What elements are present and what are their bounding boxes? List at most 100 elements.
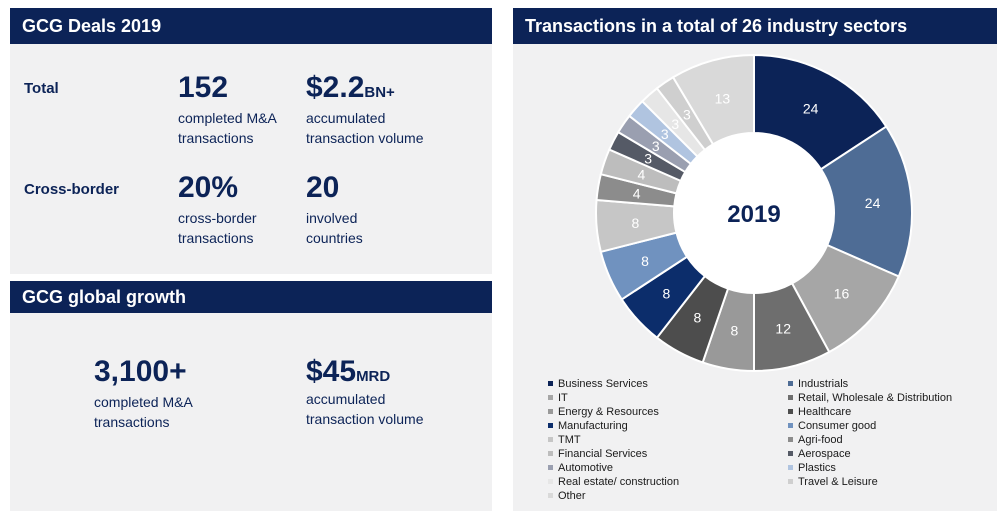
legend-item: Agri-food [788, 433, 843, 447]
legend-swatch [548, 478, 553, 484]
countries-desc-line: involved [306, 210, 358, 226]
slice-value-label: 8 [632, 215, 640, 231]
cross-border-desc: cross-border transactions [178, 208, 257, 248]
countries-count: 20 [306, 171, 340, 204]
legend-label: Financial Services [558, 448, 648, 460]
legend-label: Automotive [558, 462, 614, 474]
legend-swatch [548, 408, 553, 414]
legend-item: Travel & Leisure [788, 475, 878, 489]
legend-label: Real estate/ construction [558, 476, 680, 488]
legend-swatch [788, 408, 793, 414]
cross-border-desc-line: cross-border [178, 210, 257, 226]
total-volume-desc-line: transaction volume [306, 130, 424, 146]
total-volume-value: $2.2 [306, 71, 365, 104]
growth-volume-desc: accumulated transaction volume [306, 389, 424, 429]
legend-swatch [788, 436, 793, 442]
slice-value-label: 4 [633, 185, 641, 201]
slice-value-label: 24 [803, 100, 819, 116]
legend-swatch [548, 492, 553, 498]
slice-value-label: 13 [715, 90, 731, 106]
legend-label: TMT [558, 434, 581, 446]
legend-label: Retail, Wholesale & Distribution [798, 392, 953, 404]
legend-item: Other [548, 489, 586, 503]
legend-swatch [788, 422, 793, 428]
slice-value-label: 3 [683, 107, 691, 123]
legend-swatch [548, 450, 553, 456]
legend-swatch [548, 464, 553, 470]
slice-value-label: 12 [775, 320, 791, 336]
legend-item: IT [548, 391, 568, 405]
legend-swatch [788, 464, 793, 470]
legend-label: Agri-food [798, 434, 843, 446]
legend-label: Plastics [798, 462, 836, 474]
legend-label: Business Services [558, 378, 648, 390]
legend-swatch [548, 394, 553, 400]
legend-item: Energy & Resources [548, 405, 659, 419]
legend-swatch [788, 478, 793, 484]
cross-border-pct: 20% [178, 171, 239, 204]
growth-volume-desc-line: transaction volume [306, 411, 424, 427]
total-label: Total [24, 80, 59, 97]
growth-count-desc-line: transactions [94, 414, 170, 430]
legend-item: Real estate/ construction [548, 475, 679, 489]
growth-panel [10, 281, 492, 511]
growth-count-desc-line: completed M&A [94, 394, 193, 410]
countries-desc: involved countries [306, 208, 363, 248]
slice-value-label: 3 [661, 126, 669, 142]
legend-item: Plastics [788, 461, 836, 475]
legend-item: Business Services [548, 377, 648, 391]
legend-item: Retail, Wholesale & Distribution [788, 391, 952, 405]
total-count: 152 [178, 71, 229, 104]
legend-item: Industrials [788, 377, 848, 391]
chart-legend: Business Services Industrials IT Retail, Wh… [548, 377, 988, 507]
growth-header: GCG global growth [10, 281, 492, 313]
slice-value-label: 8 [663, 286, 671, 302]
legend-label: Energy & Resources [558, 406, 659, 418]
slice-value-label: 24 [865, 195, 881, 211]
legend-item: Aerospace [788, 447, 851, 461]
slice-value-label: 3 [671, 116, 679, 132]
legend-label: Industrials [798, 378, 849, 390]
legend-swatch [548, 436, 553, 442]
donut-center-label: 2019 [727, 201, 780, 228]
legend-item: Manufacturing [548, 419, 628, 433]
slice-value-label: 16 [834, 286, 850, 302]
cross-border-label: Cross-border [24, 181, 120, 198]
legend-item: Healthcare [788, 405, 851, 419]
slice-value-label: 8 [641, 253, 649, 269]
growth-volume-desc-line: accumulated [306, 391, 386, 407]
total-volume-unit: BN+ [364, 84, 395, 101]
legend-swatch [548, 422, 553, 428]
legend-swatch [788, 450, 793, 456]
legend-item: Financial Services [548, 447, 647, 461]
total-count-desc-line: completed M&A [178, 110, 277, 126]
slice-value-label: 8 [731, 322, 739, 338]
total-count-desc: completed M&A transactions [178, 108, 277, 148]
slice-value-label: 3 [644, 151, 652, 167]
legend-item: Automotive [548, 461, 613, 475]
legend-item: Consumer good [788, 419, 876, 433]
legend-swatch [548, 380, 553, 386]
legend-swatch [788, 394, 793, 400]
legend-label: Consumer good [798, 420, 877, 432]
slice-value-label: 3 [652, 138, 660, 154]
total-volume: $2.2BN+ [306, 72, 395, 109]
legend-label: Manufacturing [558, 420, 628, 432]
slice-value-label: 8 [693, 310, 701, 326]
total-volume-desc-line: accumulated [306, 110, 386, 126]
countries-desc-line: countries [306, 230, 363, 246]
growth-count: 3,100+ [94, 355, 187, 388]
legend-label: Healthcare [798, 406, 852, 418]
total-volume-desc: accumulated transaction volume [306, 108, 424, 148]
growth-volume-value: $45 [306, 355, 357, 388]
chart-title: Transactions in a total of 26 industry s… [513, 8, 997, 44]
legend-label: IT [558, 392, 568, 404]
growth-count-desc: completed M&A transactions [94, 392, 193, 432]
growth-volume: $45MRD [306, 356, 390, 393]
legend-label: Aerospace [798, 448, 851, 460]
cross-border-desc-line: transactions [178, 230, 254, 246]
total-count-desc-line: transactions [178, 130, 254, 146]
legend-label: Other [558, 490, 586, 502]
legend-item: TMT [548, 433, 581, 447]
